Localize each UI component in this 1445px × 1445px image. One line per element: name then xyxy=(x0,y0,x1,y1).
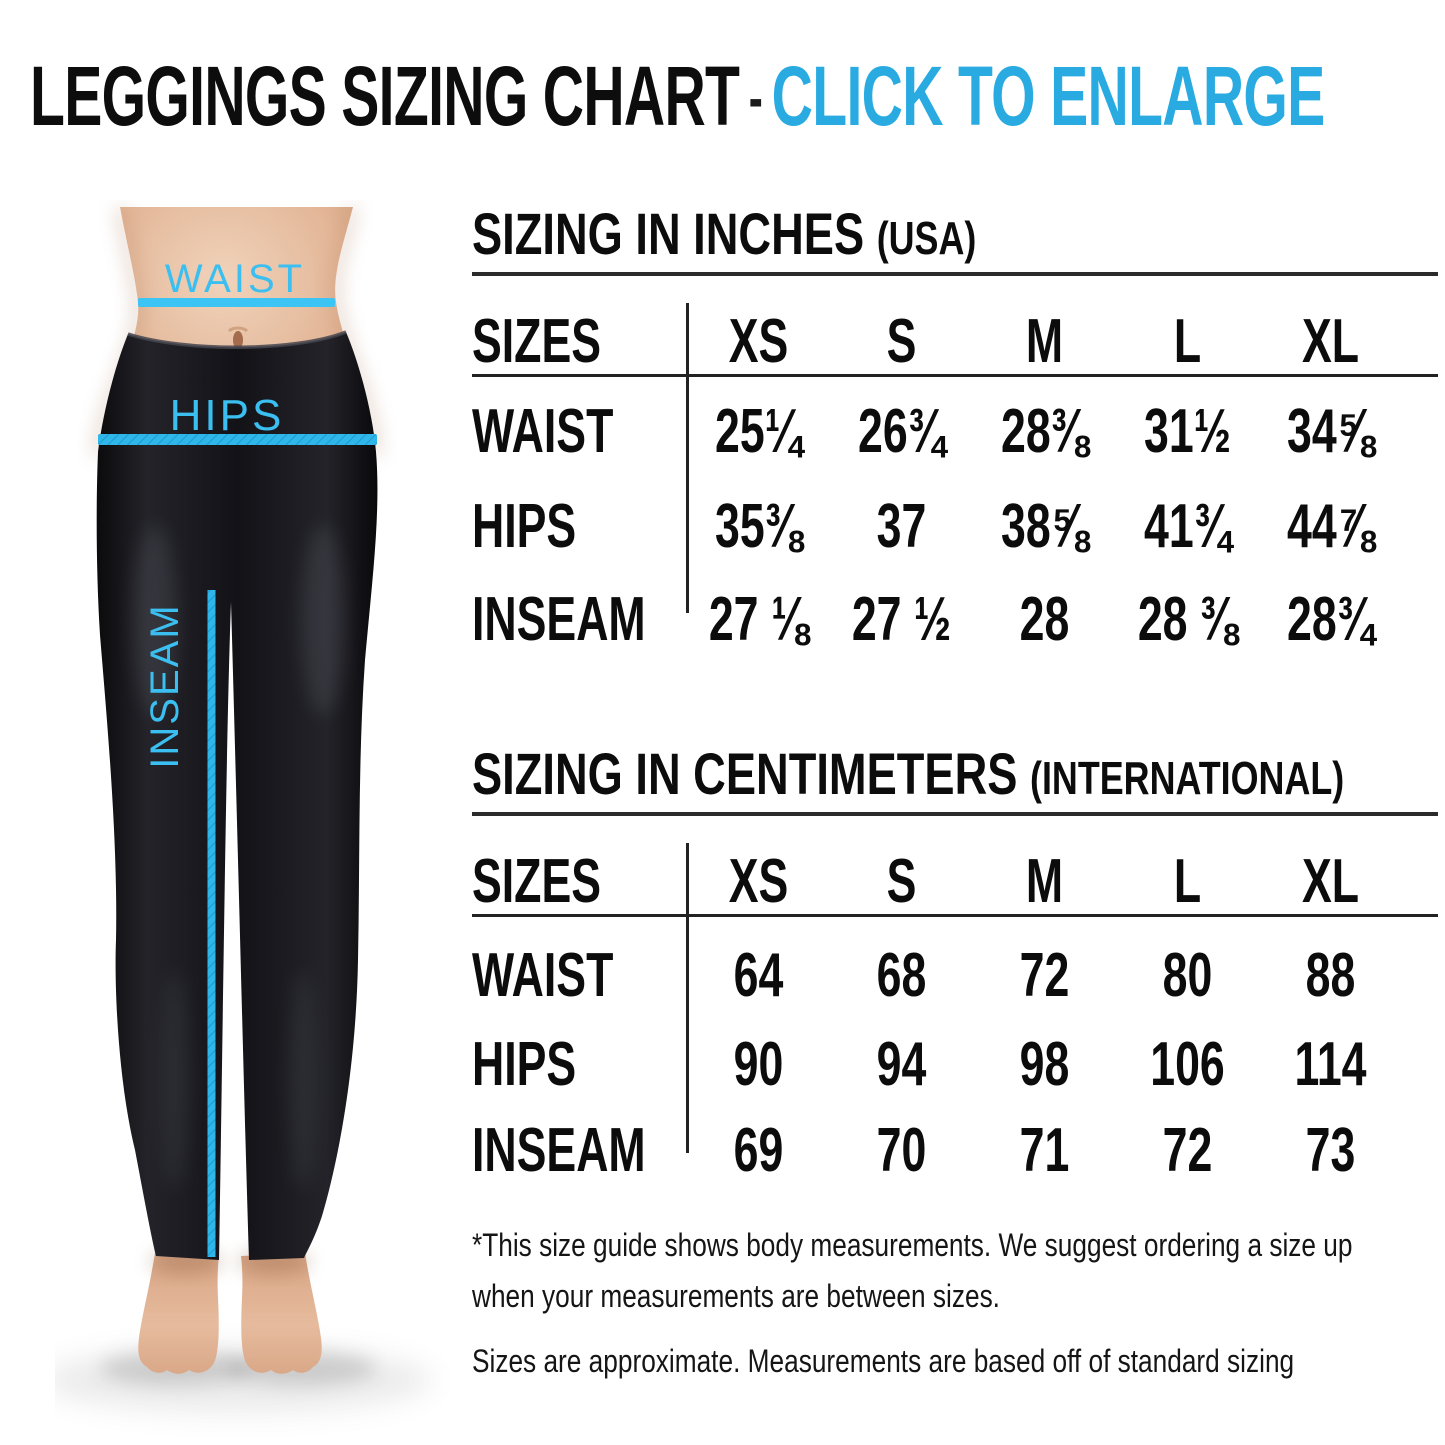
waist-in-m: 28⅜ xyxy=(1001,397,1088,466)
cm-waist-row: WAIST 64 68 72 80 88 xyxy=(472,944,1438,1008)
inches-heading-main: SIZING IN INCHES xyxy=(472,202,865,267)
waist-in-l: 31½ xyxy=(1144,397,1231,466)
centimeters-table: SIZING IN CENTIMETERS (INTERNATIONAL) SI… xyxy=(472,745,1438,1183)
hips-figure-label: HIPS xyxy=(170,391,285,440)
cm-hips-row: HIPS 90 94 98 106 114 xyxy=(472,1033,1438,1097)
hips-in-xs: 35⅜ xyxy=(715,492,802,561)
waist-measure-line xyxy=(138,298,335,307)
page-title-text: LEGGINGS SIZING CHART xyxy=(30,49,740,143)
cm-table-divider xyxy=(686,843,689,1153)
waist-cm-l: 80 xyxy=(1162,941,1213,1010)
hips-cm-m: 98 xyxy=(1019,1030,1070,1099)
size-col-s: S xyxy=(886,847,917,916)
hips-measure-line xyxy=(98,434,377,445)
measurement-annotations: WAIST HIPS INSEAM xyxy=(98,257,377,1257)
cm-heading-note: (INTERNATIONAL) xyxy=(1030,752,1345,804)
hips-in-xl: 44⅞ xyxy=(1287,492,1374,561)
row-label: INSEAM xyxy=(472,585,646,654)
inseam-in-l: 28 ⅜ xyxy=(1137,585,1238,654)
inches-sizes-header: SIZES xyxy=(472,307,602,376)
row-label: HIPS xyxy=(472,492,577,561)
click-to-enlarge-link[interactable]: CLICK TO ENLARGE xyxy=(771,49,1326,143)
leggings-figure-illustration: WAIST HIPS INSEAM xyxy=(55,205,432,1412)
size-guide-note: *This size guide shows body measurements… xyxy=(472,1227,1353,1314)
cm-sizes-header: SIZES xyxy=(472,847,602,916)
size-col-m: M xyxy=(1025,847,1064,916)
cm-inseam-row: INSEAM 69 70 71 72 73 xyxy=(472,1119,1438,1183)
cm-heading-main: SIZING IN CENTIMETERS xyxy=(472,742,1018,807)
hips-cm-xl: 114 xyxy=(1294,1030,1367,1099)
inches-inseam-row: INSEAM 27 ⅛ 27 ½ 28 28 ⅜ 28¾ xyxy=(472,588,1438,652)
leggings xyxy=(96,330,378,1260)
feet xyxy=(138,1250,322,1374)
waist-cm-xl: 88 xyxy=(1305,941,1356,1010)
inseam-in-m: 28 xyxy=(1019,585,1070,654)
row-label: WAIST xyxy=(472,941,614,1010)
inseam-in-xs: 27 ⅛ xyxy=(708,585,809,654)
inseam-in-xl: 28¾ xyxy=(1287,585,1374,654)
hips-in-s: 37 xyxy=(876,492,927,561)
size-col-m: M xyxy=(1025,307,1064,376)
cm-heading: SIZING IN CENTIMETERS (INTERNATIONAL) xyxy=(472,745,1438,816)
navel xyxy=(233,331,243,349)
floor-shadow xyxy=(55,1348,432,1412)
hips-in-m: 38⅝ xyxy=(1001,492,1088,561)
size-col-xs: XS xyxy=(728,307,789,376)
hips-cm-xs: 90 xyxy=(733,1030,784,1099)
inseam-cm-l: 72 xyxy=(1162,1116,1213,1185)
inches-waist-row: WAIST 25¼ 26¾ 28⅜ 31½ 34⅝ xyxy=(472,400,1438,464)
hips-cm-s: 94 xyxy=(876,1030,927,1099)
cm-header-row: SIZES XS S M L XL xyxy=(472,850,1438,917)
sizing-panel: SIZING IN INCHES (USA) SIZES XS S M L XL… xyxy=(472,205,1438,1445)
inseam-cm-xs: 69 xyxy=(733,1116,784,1185)
waist-cm-m: 72 xyxy=(1019,941,1070,1010)
inseam-cm-m: 71 xyxy=(1019,1116,1070,1185)
row-label: HIPS xyxy=(472,1030,577,1099)
inches-heading-note: (USA) xyxy=(876,212,977,264)
inseam-cm-xl: 73 xyxy=(1305,1116,1356,1185)
size-col-s: S xyxy=(886,307,917,376)
size-col-l: L xyxy=(1173,847,1202,916)
waist-in-s: 26¾ xyxy=(858,397,945,466)
row-label: WAIST xyxy=(472,397,614,466)
waist-in-xl: 34⅝ xyxy=(1287,397,1374,466)
inches-header-row: SIZES XS S M L XL xyxy=(472,310,1438,377)
waist-figure-label: WAIST xyxy=(165,257,305,301)
hips-in-l: 41¾ xyxy=(1144,492,1231,561)
waist-in-xs: 25¼ xyxy=(715,397,802,466)
inches-table: SIZING IN INCHES (USA) SIZES XS S M L XL… xyxy=(472,205,1438,652)
page-title: LEGGINGS SIZING CHART - CLICK TO ENLARGE xyxy=(30,50,1325,142)
title-separator: - xyxy=(748,64,763,133)
waist-cm-s: 68 xyxy=(876,941,927,1010)
size-col-l: L xyxy=(1173,307,1202,376)
size-col-xl: XL xyxy=(1301,307,1360,376)
inseam-measure-line xyxy=(207,590,216,1257)
inches-hips-row: HIPS 35⅜ 37 38⅝ 41¾ 44⅞ xyxy=(472,495,1438,559)
inseam-in-s: 27 ½ xyxy=(851,585,952,654)
row-label: INSEAM xyxy=(472,1116,646,1185)
inseam-figure-label: INSEAM xyxy=(143,603,187,768)
size-col-xs: XS xyxy=(728,847,789,916)
size-col-xl: XL xyxy=(1301,847,1360,916)
hips-cm-l: 106 xyxy=(1150,1030,1225,1099)
approximation-note: Sizes are approximate. Measurements are … xyxy=(472,1343,1295,1379)
inseam-cm-s: 70 xyxy=(876,1116,927,1185)
inches-table-divider xyxy=(686,303,689,613)
inches-heading: SIZING IN INCHES (USA) xyxy=(472,205,1438,276)
leggings-measurement-figure: WAIST HIPS INSEAM xyxy=(55,200,485,1445)
waist-cm-xs: 64 xyxy=(733,941,784,1010)
